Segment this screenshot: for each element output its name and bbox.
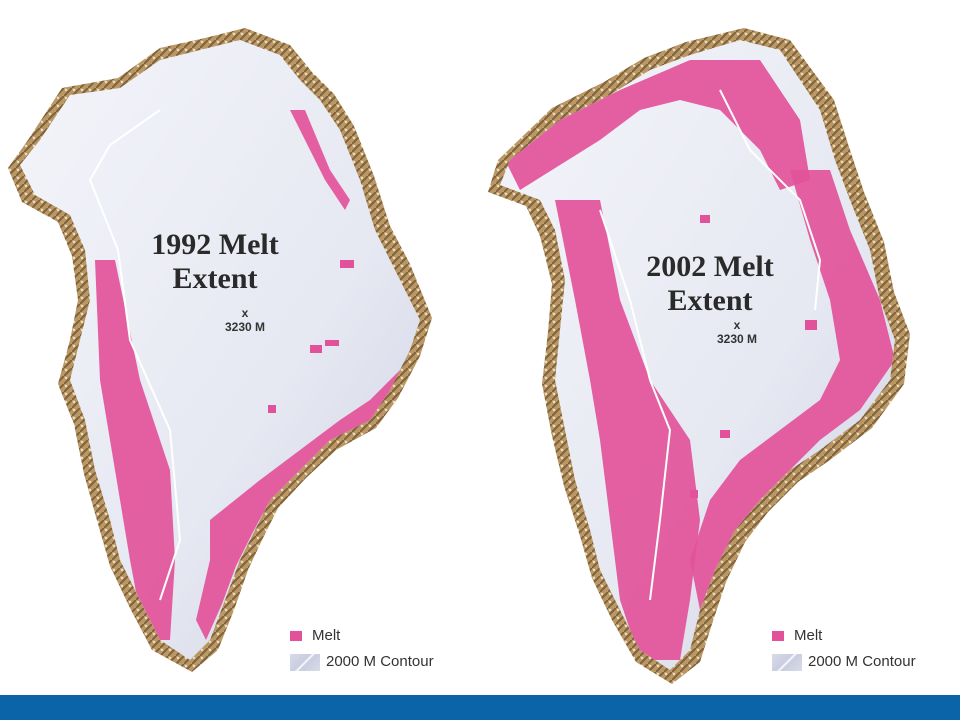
melt-swatch: [290, 631, 302, 641]
summit-label-2002: 3230 M: [716, 332, 758, 346]
melt-swatch: [772, 631, 784, 641]
title-2002-line1: 2002 Melt: [646, 250, 774, 283]
summit-marker-1992: x: [241, 306, 249, 320]
summit-label-1992: 3230 M: [224, 320, 266, 334]
contour-2000m-1992: [88, 109, 182, 601]
legend-2002: Melt 2000 M Contour: [772, 625, 957, 677]
contour-swatch: [290, 654, 320, 671]
melt-areas-2002: [500, 60, 895, 660]
ice-sheet-1992: [20, 40, 420, 660]
contour-2000m-2002: [599, 89, 822, 601]
map-1992: [8, 28, 432, 672]
legend-contour-label: 2000 M Contour: [808, 653, 916, 670]
legend-melt-row: Melt: [772, 625, 957, 651]
legend-contour-row: 2000 M Contour: [290, 651, 480, 677]
title-1992-line2: Extent: [172, 262, 258, 295]
legend-melt-row: Melt: [290, 625, 480, 651]
contour-swatch: [772, 654, 802, 671]
panel-title-2002: 2002 Melt Extent: [620, 250, 800, 318]
legend-contour-label: 2000 M Contour: [326, 653, 434, 670]
legend-melt-label: Melt: [794, 627, 823, 644]
summit-2002: x 3230 M: [712, 318, 762, 346]
title-1992-line1: 1992 Melt: [151, 228, 279, 261]
title-2002-line2: Extent: [667, 284, 753, 317]
map-2002: [488, 28, 910, 684]
legend-contour-row: 2000 M Contour: [772, 651, 957, 677]
legend-melt-label: Melt: [312, 627, 341, 644]
legend-1992: Melt 2000 M Contour: [290, 625, 480, 677]
bottom-bar: [0, 695, 960, 720]
panel-title-1992: 1992 Melt Extent: [130, 228, 300, 296]
summit-marker-2002: x: [733, 318, 741, 332]
summit-1992: x 3230 M: [220, 306, 270, 334]
